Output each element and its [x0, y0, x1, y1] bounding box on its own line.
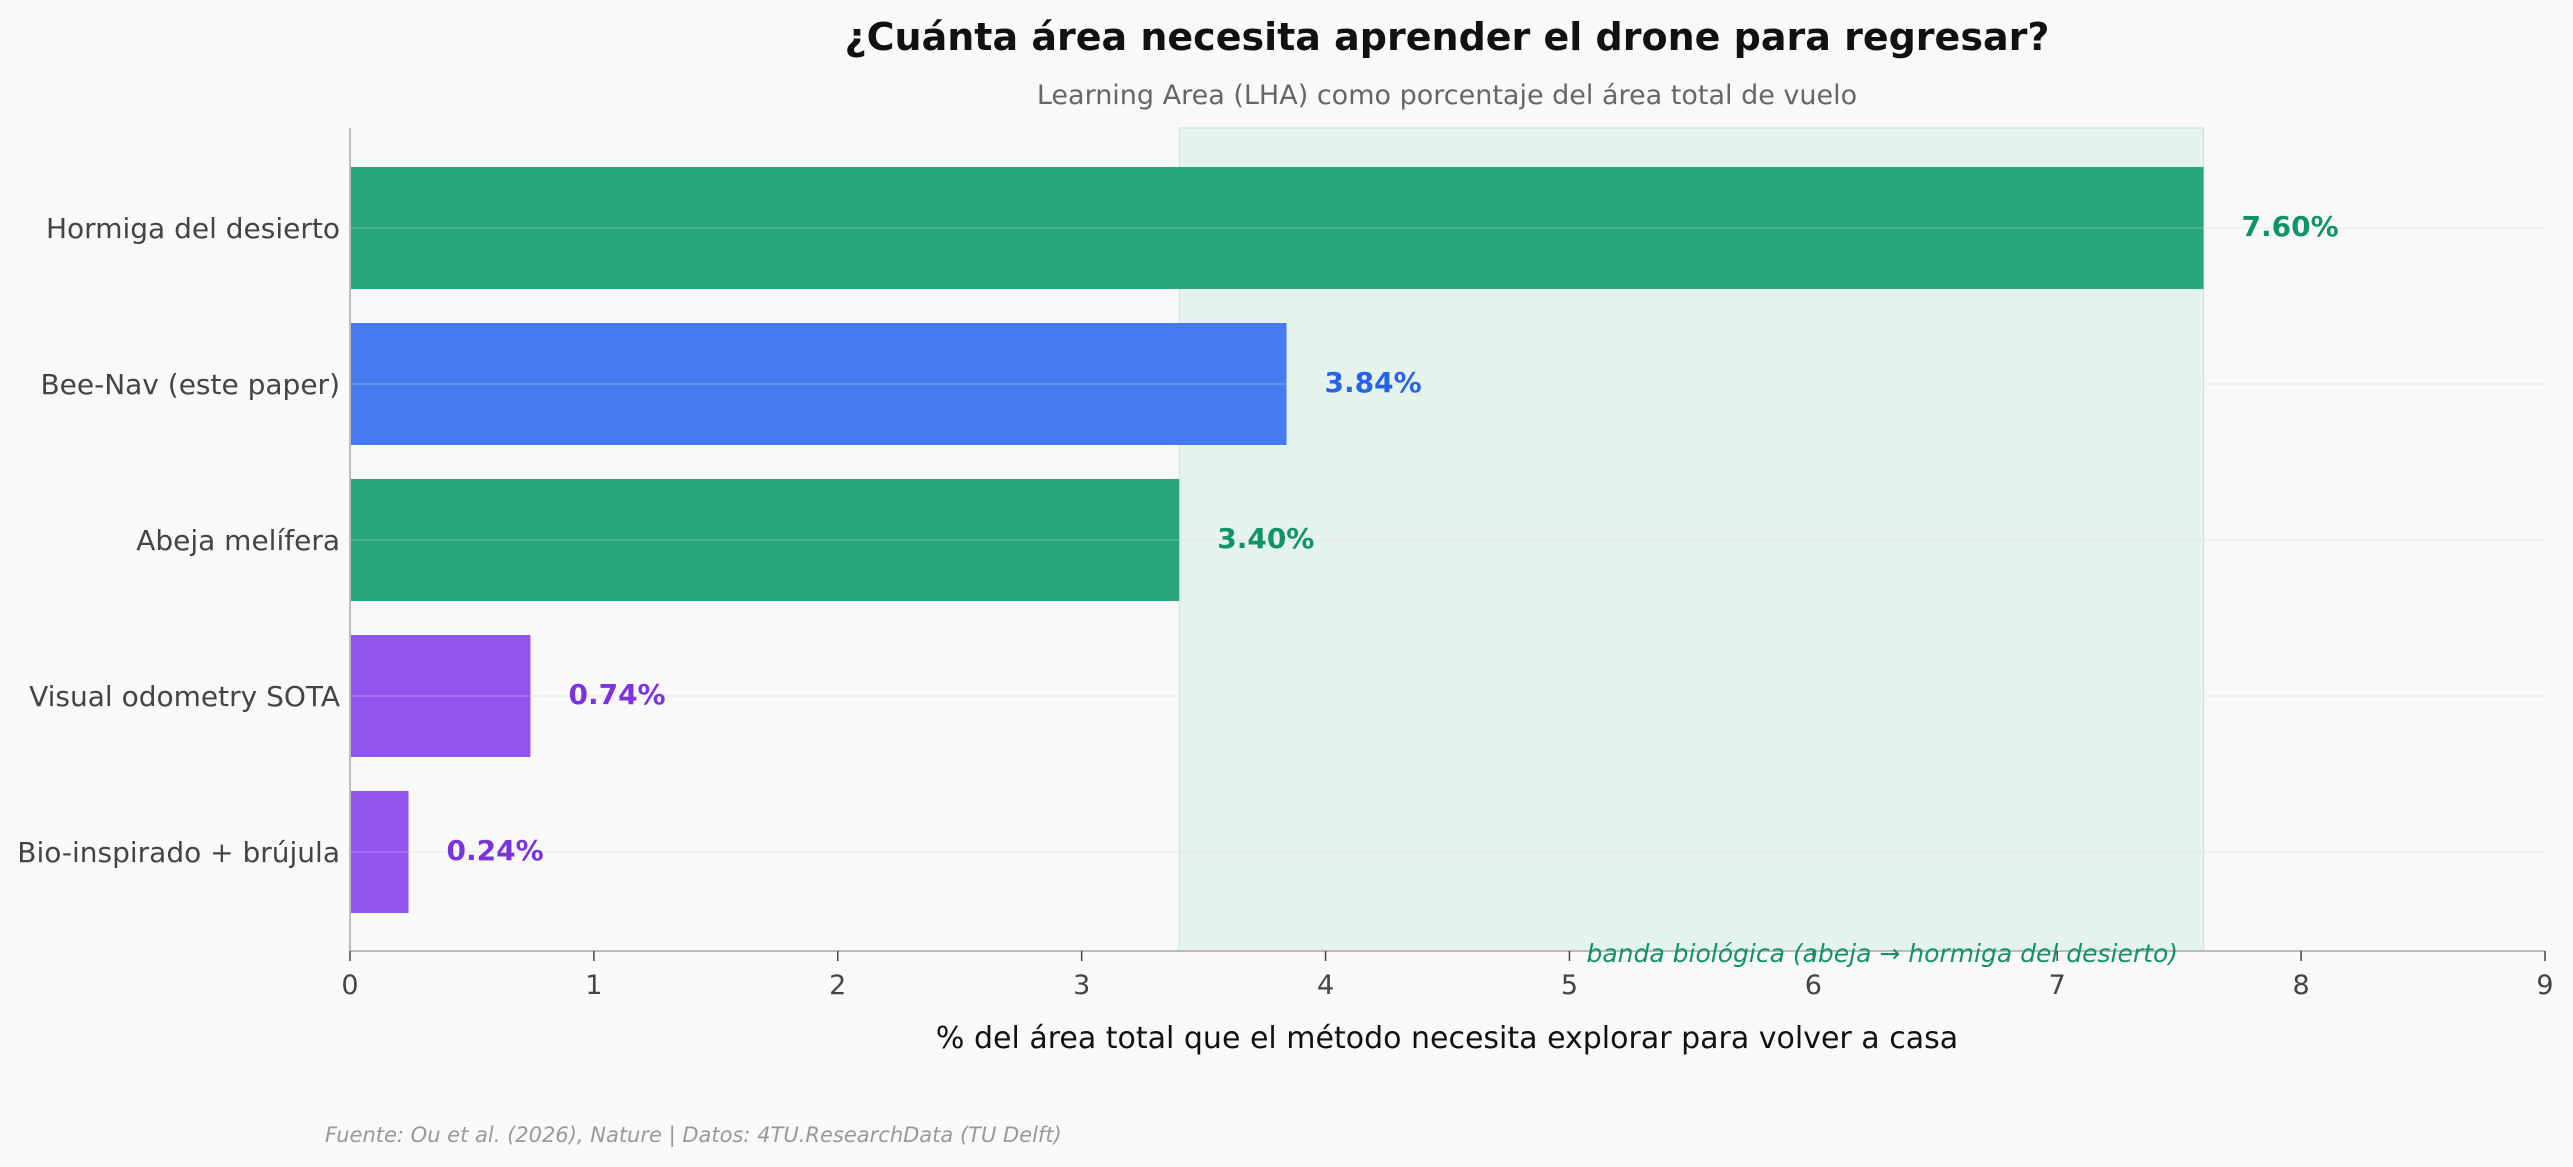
- category-label: Abeja melífera: [136, 524, 340, 557]
- bar: [350, 323, 1287, 445]
- x-tick-label: 8: [2293, 970, 2310, 1001]
- x-axis-label: % del área total que el método necesita …: [936, 1021, 1958, 1056]
- value-label: 3.84%: [1325, 366, 1422, 399]
- band-label: banda biológica (abeja → hormiga del des…: [1586, 939, 2178, 968]
- value-label: 0.24%: [447, 834, 544, 867]
- x-ticks: 0 1 2 3 4 5 6 7 8 9: [341, 951, 2554, 1001]
- category-label: Bio-inspirado + brújula: [17, 836, 340, 869]
- category-label: Visual odometry SOTA: [29, 680, 340, 713]
- x-tick-label: 0: [341, 970, 358, 1001]
- x-tick-label: 4: [1317, 970, 1334, 1001]
- axes: [349, 128, 2545, 952]
- bar: [350, 167, 2204, 289]
- x-tick-label: 3: [1073, 970, 1090, 1001]
- x-tick-label: 6: [1805, 970, 1822, 1001]
- x-tick-label: 2: [829, 970, 846, 1001]
- value-label: 7.60%: [2242, 210, 2339, 243]
- x-tick-label: 1: [585, 970, 602, 1001]
- category-label: Bee-Nav (este paper): [40, 368, 340, 401]
- x-tick-label: 7: [2049, 970, 2066, 1001]
- chart-title: ¿Cuánta área necesita aprender el drone …: [845, 15, 2050, 59]
- value-label: 3.40%: [1217, 522, 1314, 555]
- category-label: Hormiga del desierto: [46, 212, 340, 245]
- bar: [350, 479, 1180, 601]
- x-tick-label: 5: [1561, 970, 1578, 1001]
- source-note: Fuente: Ou et al. (2026), Nature | Datos…: [325, 1123, 1062, 1148]
- labels: Hormiga del desierto 7.60% Bee-Nav (este p…: [17, 210, 2338, 869]
- chart-subtitle: Learning Area (LHA) como porcentaje del …: [1037, 80, 1857, 111]
- bars: [350, 167, 2204, 913]
- bar: [350, 635, 531, 757]
- value-label: 0.74%: [568, 678, 665, 711]
- bar: [350, 791, 409, 913]
- x-tick-label: 9: [2536, 970, 2553, 1001]
